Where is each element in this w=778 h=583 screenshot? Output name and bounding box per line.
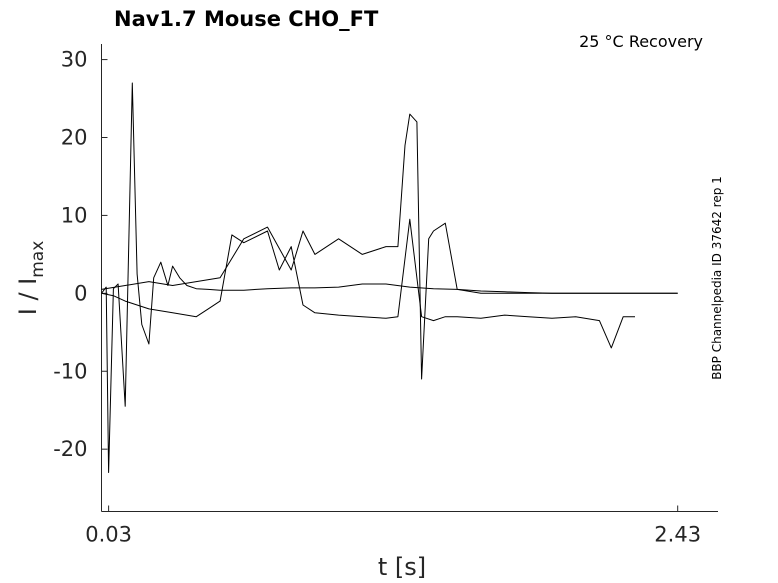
y-axis-label-main: I / I: [14, 278, 42, 316]
x-tick-label: 2.43: [654, 523, 701, 547]
y-tick-label: -10: [53, 359, 87, 383]
x-ticks: 0.03 2.43: [85, 505, 701, 547]
y-axis-label-text: I / Imax: [14, 241, 48, 316]
y-tick-label: 20: [61, 126, 88, 150]
y-axis-label-sub: max: [28, 241, 48, 278]
x-axis-label: t [s]: [378, 553, 426, 581]
y-tick-label: 30: [61, 48, 88, 72]
source-id-label: BBP Channelpedia ID 37642 rep 1: [710, 176, 724, 380]
y-ticks: 30 20 10 0 -10 -20: [53, 48, 108, 461]
chart-subtitle: 25 °C Recovery: [579, 32, 703, 51]
y-tick-label: 0: [74, 281, 87, 305]
y-tick-label: -20: [53, 437, 87, 461]
plot-area: 30 20 10 0 -10 -20 0.03 2.43: [53, 44, 718, 547]
chart-title: Nav1.7 Mouse CHO_FT: [114, 7, 379, 31]
current-trace-1: [101, 82, 678, 473]
current-trace-3: [101, 113, 678, 380]
x-tick-label: 0.03: [85, 523, 132, 547]
y-tick-label: 10: [61, 203, 88, 227]
current-trace-2: [101, 218, 635, 349]
traces: [101, 82, 678, 473]
y-axis-label: I / Imax: [14, 241, 48, 316]
